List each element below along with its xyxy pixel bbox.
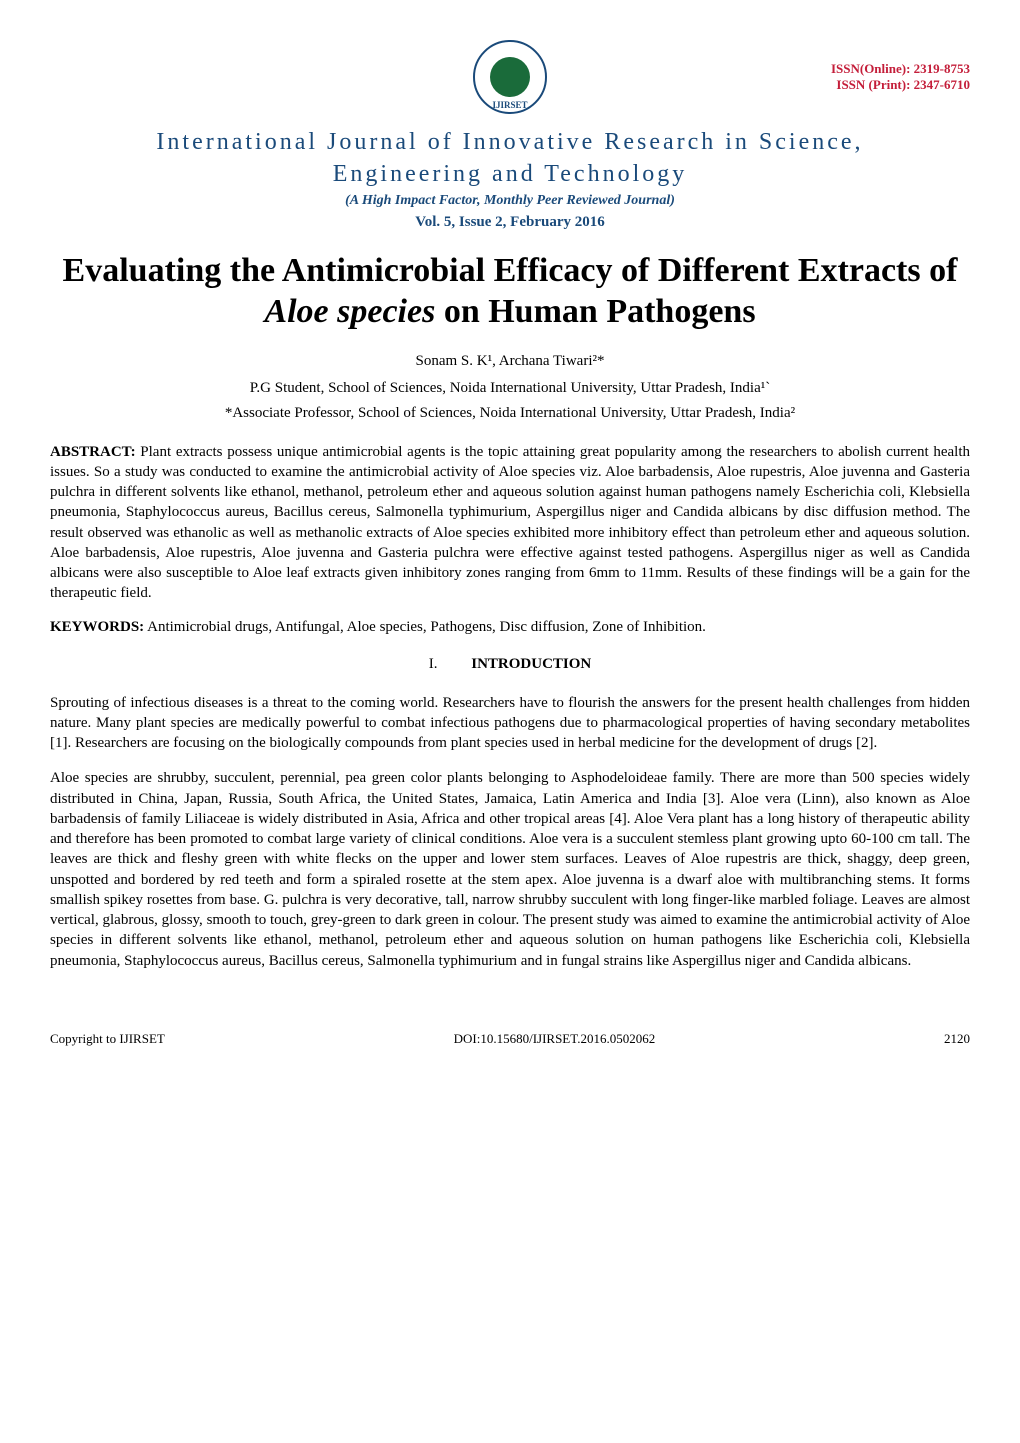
keywords-label: KEYWORDS: [50,619,144,635]
journal-subtitle: (A High Impact Factor, Monthly Peer Revi… [50,193,970,209]
keywords-text: Antimicrobial drugs, Antifungal, Aloe sp… [144,619,706,635]
journal-title-line1: International Journal of Innovative Rese… [50,129,970,156]
intro-para1: Sprouting of infectious diseases is a th… [50,693,970,754]
vol-issue: Vol. 5, Issue 2, February 2016 [50,214,970,231]
issn-print: ISSN (Print): 2347-6710 [790,77,970,93]
abstract-label: ABSTRACT: [50,444,136,460]
title-part1: Evaluating the Antimicrobial Efficacy of… [63,252,958,289]
section-name: INTRODUCTION [471,656,591,672]
logo-section: IJIRSET [230,40,790,114]
abstract-block: ABSTRACT: Plant extracts possess unique … [50,442,970,604]
keywords-block: KEYWORDS: Antimicrobial drugs, Antifunga… [50,619,970,636]
issn-online: ISSN(Online): 2319-8753 [790,61,970,77]
footer-copyright: Copyright to IJIRSET [50,1031,165,1047]
authors: Sonam S. K¹, Archana Tiwari²* [50,353,970,370]
footer: Copyright to IJIRSET DOI:10.15680/IJIRSE… [50,1031,970,1047]
logo-globe-icon [490,57,530,97]
paper-title: Evaluating the Antimicrobial Efficacy of… [50,251,970,333]
header-row: IJIRSET ISSN(Online): 2319-8753 ISSN (Pr… [50,40,970,114]
abstract-text: Plant extracts possess unique antimicrob… [50,444,970,602]
title-part2: on Human Pathogens [435,293,755,330]
section-number: I. [429,656,438,672]
issn-block: ISSN(Online): 2319-8753 ISSN (Print): 23… [790,61,970,93]
footer-doi: DOI:10.15680/IJIRSET.2016.0502062 [454,1031,656,1047]
affiliation1: P.G Student, School of Sciences, Noida I… [50,380,970,397]
journal-logo: IJIRSET [473,40,547,114]
affiliation2: *Associate Professor, School of Sciences… [50,405,970,422]
section-heading: I. INTRODUCTION [50,656,970,673]
logo-text: IJIRSET [492,100,527,110]
title-italic: Aloe species [264,293,435,330]
intro-para2: Aloe species are shrubby, succulent, per… [50,768,970,971]
footer-page: 2120 [944,1031,970,1047]
journal-title-line2: Engineering and Technology [50,161,970,188]
